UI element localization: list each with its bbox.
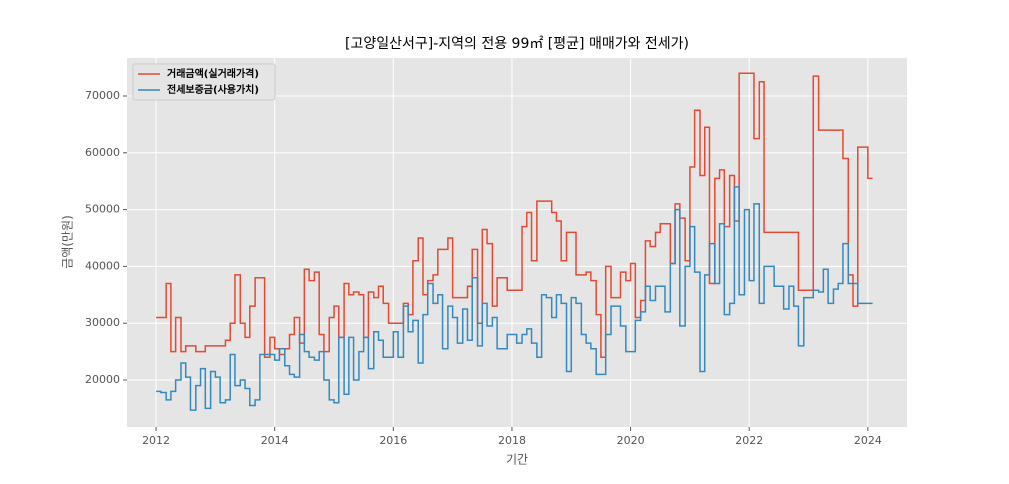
x-tick-label: 2012 [142,434,170,447]
chart-title: [고양일산서구]-지역의 전용 99㎡ [평균] 매매가와 전세가) [345,36,689,52]
y-axis-label: 금액(만원) [61,215,75,269]
legend-label: 거래금액(실거래가격) [167,67,259,80]
x-axis-label: 기간 [506,453,528,467]
x-tick-label: 2022 [735,434,763,447]
x-tick-label: 2020 [617,434,645,447]
y-tick-label: 50000 [85,203,120,216]
y-tick-label: 70000 [85,89,120,102]
y-tick-label: 40000 [85,259,120,272]
y-tick-label: 60000 [85,146,120,159]
y-tick-label: 20000 [85,373,120,386]
legend-box [132,63,276,101]
step-line [156,186,873,411]
plot-area [127,58,907,427]
x-tick-label: 2018 [498,434,526,447]
y-tick-label: 30000 [85,316,120,329]
x-tick-label: 2014 [261,434,289,447]
step-line [156,72,873,359]
x-tick-label: 2024 [854,434,882,447]
legend-label: 전세보증금(사용가치) [167,83,259,96]
x-tick-label: 2016 [379,434,407,447]
